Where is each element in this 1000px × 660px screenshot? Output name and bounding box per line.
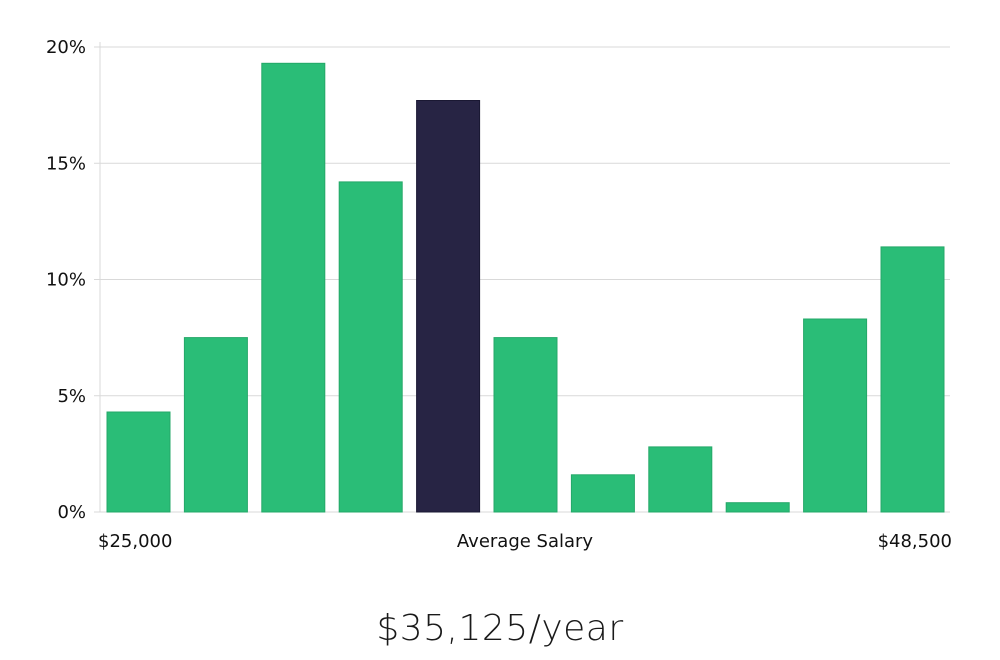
y-tick-label: 10% <box>46 270 86 291</box>
histogram-bars <box>106 62 945 513</box>
x-range-min-label: $25,000 <box>98 531 172 552</box>
bar <box>803 318 868 513</box>
x-range-max-label: $48,500 <box>878 531 952 552</box>
bar-average-highlight <box>416 100 481 513</box>
bar <box>106 411 171 513</box>
bar <box>725 502 790 513</box>
y-axis-ticks: 0% 5% 10% 15% 20% <box>46 37 86 523</box>
x-axis-title: Average Salary <box>457 531 594 552</box>
average-salary-value: $35,125/year <box>376 608 624 649</box>
bar <box>880 246 945 513</box>
y-tick-label: 5% <box>57 386 86 407</box>
x-axis-labels: $25,000 Average Salary $48,500 <box>98 531 952 552</box>
salary-histogram: 0% 5% 10% 15% 20% $25,000 Average Salary $48… <box>46 37 952 552</box>
bar <box>648 446 713 513</box>
bar <box>261 62 326 513</box>
bar <box>493 337 558 513</box>
bar <box>338 181 403 513</box>
y-tick-label: 0% <box>57 502 86 523</box>
bar <box>570 474 635 513</box>
y-tick-label: 15% <box>46 153 86 174</box>
y-tick-label: 20% <box>46 37 86 58</box>
bar <box>183 337 248 513</box>
